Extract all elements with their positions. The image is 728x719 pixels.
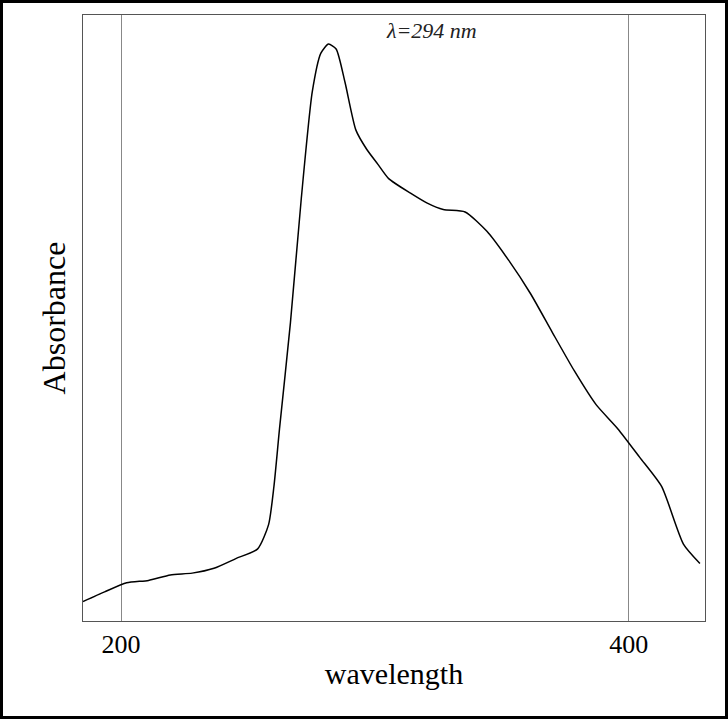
svg-text:wavelength: wavelength (325, 657, 463, 690)
svg-text:Absorbance: Absorbance (36, 242, 72, 395)
svg-text:400: 400 (609, 630, 648, 659)
svg-text:λ=294 nm: λ=294 nm (386, 18, 477, 43)
svg-text:200: 200 (102, 630, 141, 659)
